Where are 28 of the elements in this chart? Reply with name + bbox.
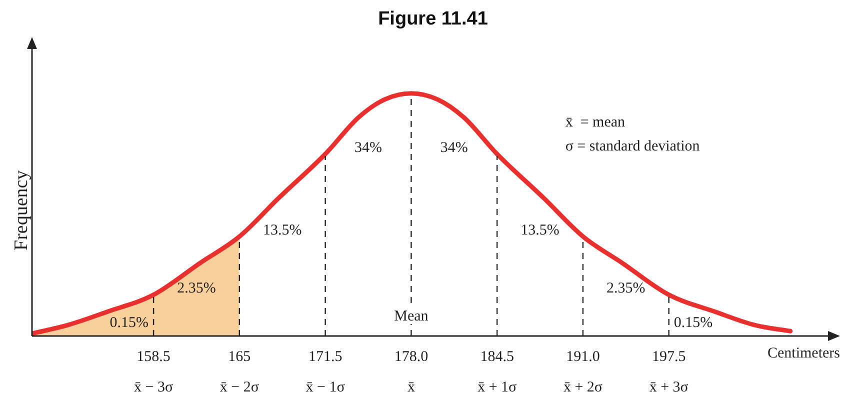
text: x̄ + 3σ bbox=[649, 379, 688, 396]
annotation: 0.15% bbox=[674, 314, 713, 331]
x-tick-label: 191.0 bbox=[566, 348, 600, 365]
x-tick-label: 197.5 bbox=[652, 348, 686, 365]
text: x̄ bbox=[407, 379, 416, 396]
ref-line-label: Mean bbox=[394, 308, 429, 324]
text: x̄ + 2σ bbox=[563, 379, 602, 396]
annotation: 2.35% bbox=[177, 280, 216, 297]
x-tick-label: 158.5 bbox=[136, 348, 170, 365]
y-axis-title: Frequency bbox=[10, 170, 32, 250]
x-tick-label: 184.5 bbox=[480, 348, 514, 365]
annotation: x̄ = mean bbox=[565, 114, 626, 131]
text: x̄ − 2σ bbox=[220, 379, 259, 396]
text: x̄ + 1σ bbox=[478, 379, 517, 396]
x-axis-title: Centimeters bbox=[768, 345, 840, 362]
annotation: 13.5% bbox=[520, 222, 560, 238]
annotation: 2.35% bbox=[606, 280, 646, 297]
text: x̄ − 1σ bbox=[306, 379, 345, 396]
x-tick-label: 165 bbox=[228, 348, 251, 365]
x-tick-label: 171.5 bbox=[308, 348, 342, 365]
annotation: 0.15% bbox=[110, 314, 149, 331]
annotation: 13.5% bbox=[263, 222, 302, 238]
text: x̄ − 3σ bbox=[134, 379, 174, 396]
x-tick-label: 178.0 bbox=[394, 348, 428, 365]
annotation: 34% bbox=[354, 140, 382, 156]
annotation: σ = standard deviation bbox=[565, 138, 700, 155]
chart-title: Figure 11.41 bbox=[378, 8, 488, 30]
annotation: 34% bbox=[440, 140, 468, 156]
